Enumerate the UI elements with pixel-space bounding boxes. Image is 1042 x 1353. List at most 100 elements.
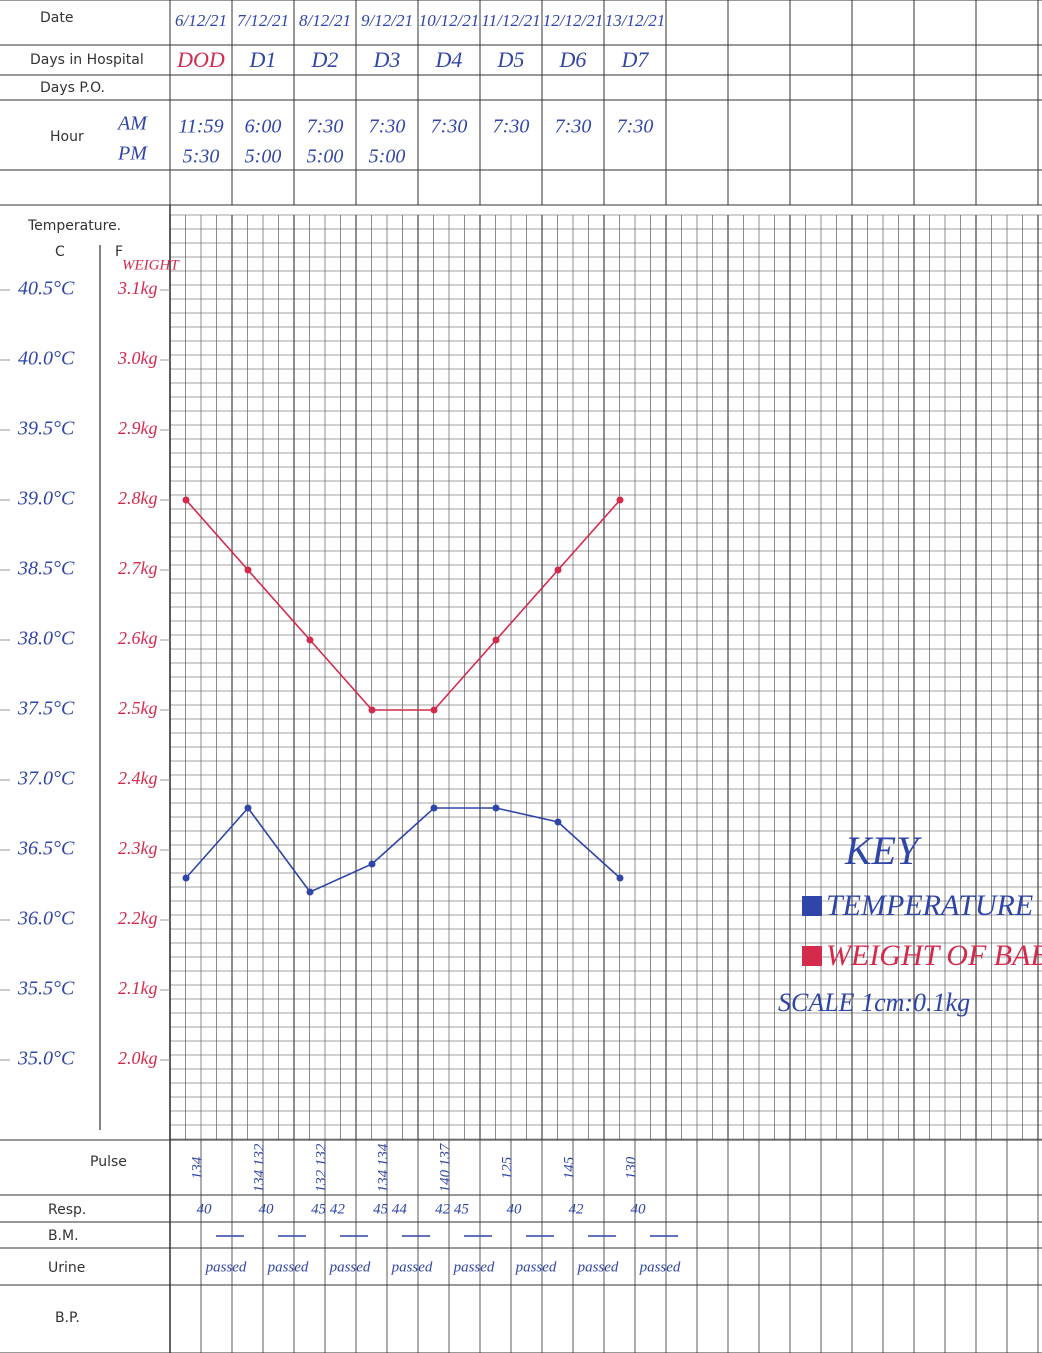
weight-line	[185, 499, 621, 711]
temp-tick-label: 37.0°C	[17, 768, 75, 790]
day: D2	[311, 47, 339, 72]
weight-tick-label: 2.7kg	[118, 558, 158, 578]
temp-tick-label: 36.5°C	[17, 838, 75, 860]
resp: 40	[631, 1201, 647, 1217]
key-scale: SCALE 1cm:0.1kg	[778, 988, 970, 1017]
date: 11/12/21	[481, 11, 540, 30]
resp: 40	[197, 1201, 213, 1217]
days-po-label: Days P.O.	[40, 80, 105, 96]
hour-am: 7:30	[617, 116, 654, 138]
weight-point	[244, 566, 252, 574]
day: D5	[497, 47, 525, 72]
temp-tick-label: 39.5°C	[17, 418, 75, 440]
day: D6	[559, 47, 587, 72]
key-temp-swatch	[802, 896, 822, 916]
bp-label: B.P.	[55, 1310, 80, 1326]
weight-point	[430, 706, 438, 714]
resp: 45 42	[311, 1201, 345, 1217]
temperature-point	[244, 804, 252, 812]
key-title: KEY	[844, 828, 922, 873]
temp-tick-label: 37.5°C	[17, 698, 75, 720]
hour-am: 7:30	[493, 116, 530, 138]
temp-tick-label: 35.5°C	[17, 978, 75, 1000]
date: 12/12/21	[543, 11, 603, 30]
pulse: 125	[499, 1156, 515, 1179]
days-label: Days in Hospital	[30, 52, 144, 68]
urine: passed	[391, 1259, 433, 1275]
day: D1	[249, 47, 277, 72]
hour-am: 7:30	[369, 116, 406, 138]
day: D3	[373, 47, 401, 72]
weight-point	[492, 636, 500, 644]
temp-tick-label: 40.5°C	[18, 278, 75, 300]
pulse: 130	[623, 1156, 639, 1179]
urine: passed	[329, 1259, 371, 1275]
urine: passed	[267, 1259, 309, 1275]
bm-label: B.M.	[48, 1228, 79, 1244]
c-label: C	[55, 244, 65, 260]
resp: 40	[507, 1201, 523, 1217]
weight-tick-label: 2.2kg	[118, 908, 158, 928]
date-label: Date	[40, 10, 73, 26]
weight-point	[554, 566, 562, 574]
temp-tick-label: 38.0°C	[17, 628, 75, 650]
temperature-point	[306, 888, 314, 896]
pulse: 134	[189, 1156, 205, 1179]
weight-point	[306, 636, 314, 644]
hour-am: 7:30	[555, 116, 592, 138]
key-weight: WEIGHT OF BABY	[826, 939, 1042, 972]
hour-pm: 5:30	[183, 146, 220, 168]
weight-point	[182, 496, 190, 504]
weight-tick-label: 2.8kg	[118, 488, 158, 508]
resp: 42	[569, 1201, 585, 1217]
key-weight-swatch	[802, 946, 822, 966]
key-temp: TEMPERATURE	[826, 889, 1033, 922]
hour-am: 6:00	[245, 116, 282, 138]
weight-point	[368, 706, 376, 714]
urine-label: Urine	[48, 1260, 85, 1276]
temp-tick-label: 36.0°C	[17, 908, 75, 930]
hour-am: 7:30	[431, 116, 468, 138]
weight-tick-label: 2.1kg	[118, 978, 158, 998]
temp-tick-label: 38.5°C	[17, 558, 75, 580]
date: 13/12/21	[605, 11, 665, 30]
weight-tick-label: 3.1kg	[117, 278, 158, 298]
temp-tick-label: 39.0°C	[17, 488, 75, 510]
resp: 45 44	[373, 1201, 407, 1217]
temperature-point	[492, 804, 500, 812]
date: 9/12/21	[361, 11, 413, 30]
pulse: 134 134	[375, 1143, 391, 1192]
am-label: AM	[116, 113, 148, 135]
weight-tick-label: 2.9kg	[118, 418, 158, 438]
weight-tick-label: 2.0kg	[118, 1048, 158, 1068]
urine: passed	[577, 1259, 619, 1275]
pulse: 140 137	[437, 1142, 453, 1192]
urine: passed	[453, 1259, 495, 1275]
date: 8/12/21	[299, 11, 351, 30]
pulse-label: Pulse	[90, 1154, 127, 1170]
pulse: 132 132	[313, 1143, 329, 1192]
hour-pm: 5:00	[245, 146, 282, 168]
resp: 40	[259, 1201, 275, 1217]
weight-tick-label: 3.0kg	[117, 348, 158, 368]
resp-label: Resp.	[48, 1202, 86, 1218]
temperature-line	[185, 806, 621, 893]
urine: passed	[205, 1259, 247, 1275]
pulse: 145	[561, 1156, 577, 1179]
weight-tick-label: 2.5kg	[118, 698, 158, 718]
urine: passed	[639, 1259, 681, 1275]
chart-title: Temperature.	[27, 218, 121, 234]
weight-tick-label: 2.3kg	[118, 838, 158, 858]
hour-am: 7:30	[307, 116, 344, 138]
temp-tick-label: 35.0°C	[17, 1048, 75, 1070]
f-label: F	[115, 244, 123, 260]
weight-label: WEIGHT	[122, 257, 180, 273]
hour-am: 11:59	[178, 116, 223, 138]
day: D7	[621, 47, 650, 72]
hour-label: Hour	[50, 129, 84, 145]
weight-point	[616, 496, 624, 504]
date: 10/12/21	[419, 11, 479, 30]
temp-tick-label: 40.0°C	[18, 348, 75, 370]
